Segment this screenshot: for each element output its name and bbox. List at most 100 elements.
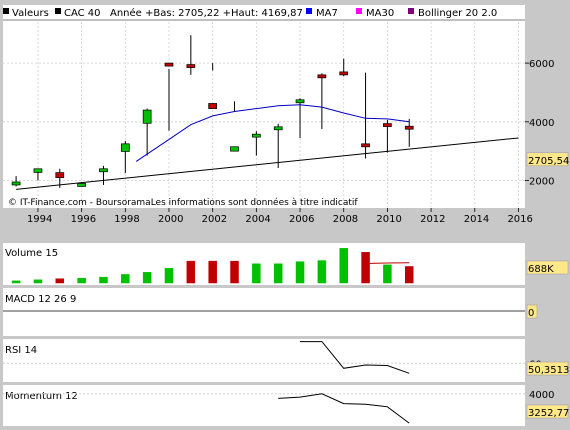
rsi-panel [3, 339, 525, 382]
y-tick-label: 6000 [529, 59, 554, 70]
legend-ma7-swatch [306, 8, 312, 14]
volume-bar [55, 278, 65, 284]
volume-bar [404, 266, 414, 284]
volume-bar [77, 277, 86, 284]
volume-bar [295, 261, 305, 284]
y-tick-label: 4000 [529, 118, 554, 129]
credit-text: © IT-Finance.com - BoursoramaLes informa… [8, 197, 358, 208]
volume-average [365, 262, 410, 264]
candle-body [186, 64, 196, 68]
x-tick-label: 1994 [27, 214, 52, 225]
right-axis: 2000400060002705,54688K06050,35134000325… [525, 59, 569, 419]
legend-ma30-swatch [356, 8, 362, 14]
candle-body [208, 103, 218, 109]
momentum-panel [3, 385, 525, 426]
x-tick-label: 2012 [420, 214, 445, 225]
macd-badge [526, 304, 538, 319]
volume-bar [142, 272, 152, 284]
last-value-label: 2705,54 [528, 156, 569, 167]
instrument-marker [55, 8, 61, 14]
candles [11, 35, 414, 188]
legend-ma7: MA7 [316, 8, 338, 19]
volume-bar [33, 279, 43, 284]
candle-body [317, 74, 327, 79]
candle-body [404, 125, 414, 130]
moving-average [135, 104, 410, 162]
legend-bollinger-swatch [408, 8, 414, 14]
x-tick-label: 2014 [464, 214, 489, 225]
candle-body [142, 109, 152, 124]
candle-body [230, 146, 239, 152]
ma-line [135, 104, 410, 162]
x-tick-label: 2002 [202, 214, 227, 225]
x-tick-label: 2010 [376, 214, 401, 225]
candle-body [295, 99, 305, 104]
rsi-line [300, 341, 410, 374]
candle-body [383, 123, 392, 127]
macd-last-label: 0 [528, 308, 534, 319]
candle-body [55, 172, 65, 178]
x-tick-label: 2000 [158, 214, 183, 225]
candle-body [77, 183, 86, 187]
momentum-path [278, 393, 410, 424]
volume-bar [273, 263, 283, 284]
x-tick-label: 2004 [245, 214, 270, 225]
rsi-last-label: 50,3513 [528, 365, 569, 376]
volume-bar [361, 252, 370, 284]
header-stats: Année +Bas: 2705,22 +Haut: 4169,87 [110, 7, 303, 19]
x-tick-label: 2008 [333, 214, 358, 225]
candle-body [339, 71, 349, 76]
volume-bar [252, 263, 261, 284]
main-panel [3, 5, 525, 208]
volume-bar [317, 260, 327, 284]
candle-body [120, 143, 130, 152]
x-tick-label: 2016 [507, 214, 532, 225]
candle-body [33, 168, 43, 173]
legend-bollinger: Bollinger 20 2.0 [418, 8, 497, 19]
volume-badge [526, 260, 569, 275]
macd-title: MACD 12 26 9 [5, 294, 76, 305]
candle-body [99, 168, 108, 173]
volume-bar [208, 260, 217, 284]
volume-title: Volume 15 [5, 248, 58, 259]
trendline-segment [16, 137, 519, 190]
momentum-line [278, 393, 410, 424]
volume-bar [339, 248, 348, 284]
valeurs-marker [3, 8, 9, 14]
volume-last-label: 688K [528, 264, 554, 275]
macd-panel [3, 288, 525, 336]
momentum-tick-label: 4000 [529, 390, 554, 401]
main-header: Valeurs CAC 40 Année +Bas: 2705,22 +Haut… [3, 7, 497, 19]
volume-bar [121, 274, 130, 284]
last-value-badge [526, 152, 569, 167]
volume-bar [11, 280, 21, 284]
volume-bars [11, 248, 414, 284]
momentum-badge [526, 404, 569, 419]
legend-ma30: MA30 [366, 8, 394, 19]
x-tick-label: 2006 [289, 214, 314, 225]
volume-bar [164, 268, 174, 284]
volume-bar [230, 260, 239, 284]
volume-bar [186, 260, 196, 284]
x-tick-label: 1998 [114, 214, 139, 225]
volume-panel [3, 243, 525, 285]
rsi-path [300, 341, 410, 374]
candle-body [361, 143, 370, 148]
x-axis: 1994 1996 1998 2000 2002 2004 2006 2008 2010 2012… [27, 208, 533, 225]
candle-body [164, 62, 174, 67]
momentum-last-label: 3252,77 [528, 408, 569, 419]
candle-body [252, 133, 261, 138]
y-tick-label: 2000 [529, 177, 554, 188]
rsi-title: RSI 14 [5, 345, 37, 356]
rsi-badge [526, 361, 569, 376]
header-instrument: CAC 40 [64, 8, 101, 19]
volume-average-line [365, 262, 410, 264]
candle-body [273, 126, 283, 131]
candle-body [11, 181, 21, 186]
trendline [16, 137, 519, 190]
x-tick-label: 1996 [71, 214, 96, 225]
header-label: Valeurs [12, 8, 49, 19]
momentum-title: Momentum 12 [5, 391, 78, 402]
volume-bar [383, 264, 392, 284]
